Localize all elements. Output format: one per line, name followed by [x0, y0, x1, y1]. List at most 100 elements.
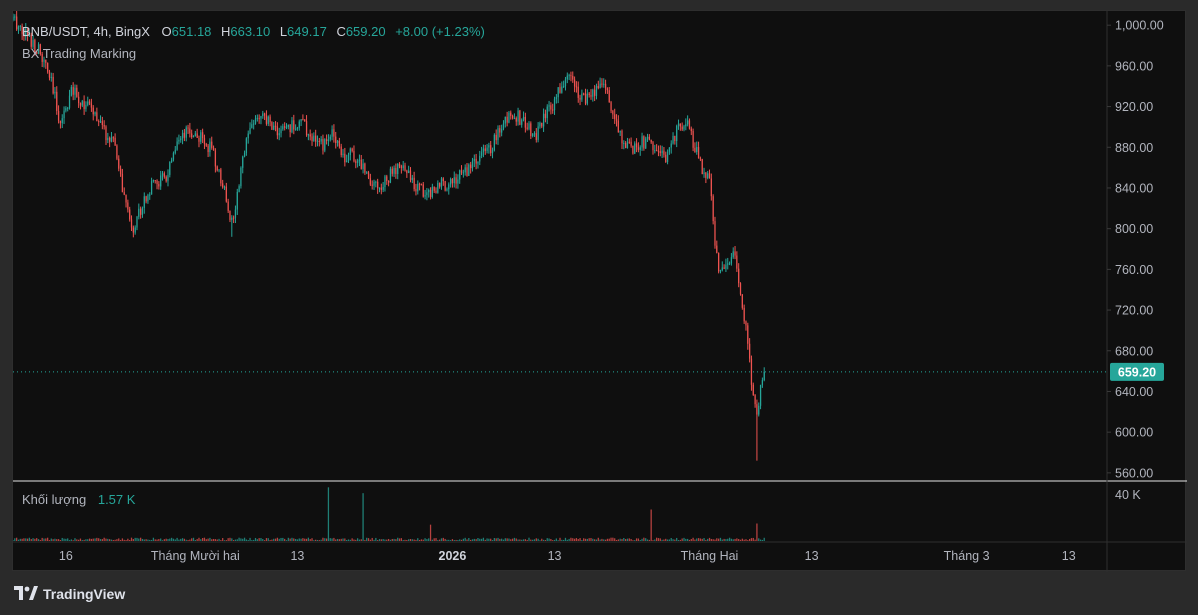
- candle-body: [191, 133, 193, 138]
- volume-bar: [418, 539, 421, 541]
- candle-body: [508, 112, 510, 123]
- candle-body: [178, 139, 180, 142]
- volume-bar: [727, 538, 729, 541]
- candle-body: [353, 151, 355, 162]
- volume-bar: [488, 538, 490, 541]
- volume-bar: [56, 539, 58, 541]
- candle-body: [278, 133, 280, 136]
- candle-body: [138, 208, 140, 217]
- candle-body: [231, 217, 233, 220]
- volume-legend[interactable]: Khối lượng 1.57 K: [22, 492, 135, 507]
- indicator-label[interactable]: BX Trading Marking: [22, 46, 137, 61]
- candle-body: [723, 267, 725, 269]
- candle-body: [719, 270, 722, 272]
- candle-body: [532, 133, 534, 137]
- volume-bar: [238, 537, 240, 541]
- candle-body: [439, 182, 441, 187]
- volume-bar: [378, 539, 381, 541]
- candle-body: [50, 76, 52, 78]
- candle-body: [670, 143, 672, 148]
- candle-body: [285, 127, 288, 129]
- time-axis[interactable]: 16 Tháng Mười hai 13 2026 13 Tháng Hai 13 Tháng…: [59, 549, 1076, 563]
- price-tick-label: 560.00: [1115, 466, 1153, 480]
- close-value: 659.20: [345, 24, 386, 39]
- volume-bar: [284, 538, 286, 541]
- volume-bar: [59, 540, 62, 541]
- price-tick-label: 760.00: [1115, 263, 1153, 277]
- candle-body: [134, 227, 136, 233]
- candle-body: [475, 158, 477, 164]
- symbol-legend: BNB/USDT, 4h, BingX O651.18 H663.10 L649…: [22, 24, 485, 39]
- volume-bar: [462, 538, 465, 541]
- volume-bar: [688, 539, 691, 541]
- candle-body: [293, 120, 295, 130]
- volume-bar: [110, 539, 113, 541]
- volume-bar: [101, 539, 103, 541]
- candle-body: [646, 136, 649, 139]
- volume-bar: [477, 537, 479, 541]
- candle-body: [367, 172, 370, 179]
- candle-body: [389, 168, 392, 183]
- price-chart[interactable]: 659.20 1,000.00 960.00 920.00 880.00 840.00 8…: [13, 11, 1187, 572]
- volume-bar: [493, 538, 495, 541]
- candle-body: [690, 128, 692, 132]
- price-tick-label: 600.00: [1115, 426, 1153, 440]
- volume-bar: [459, 539, 461, 541]
- candle-body: [189, 128, 191, 134]
- open-label: O: [161, 24, 172, 39]
- volume-bar: [242, 538, 244, 541]
- candle-body: [628, 141, 630, 143]
- volume-bar: [420, 539, 423, 541]
- volume-bar: [25, 538, 27, 541]
- volume-bar: [646, 539, 649, 541]
- volume-bar: [670, 537, 672, 541]
- candle-body: [460, 170, 463, 173]
- volume-bar: [608, 538, 610, 541]
- volume-bar: [320, 539, 322, 541]
- symbol-title[interactable]: BNB/USDT, 4h, BingX: [22, 24, 150, 39]
- footer-brand[interactable]: TradingView: [14, 584, 125, 604]
- candle-body: [471, 161, 474, 169]
- candle-body: [484, 148, 486, 151]
- volume-bar: [712, 539, 714, 541]
- candle-body: [114, 137, 116, 146]
- candle-body: [81, 101, 83, 106]
- candle-body: [685, 124, 687, 127]
- candle-body: [85, 104, 87, 109]
- candle-body: [271, 122, 273, 130]
- volume-bar: [174, 539, 176, 541]
- candle-body: [324, 139, 326, 151]
- price-axis[interactable]: 1,000.00 960.00 920.00 880.00 840.00 800.00 76…: [1107, 19, 1164, 502]
- candle-body: [506, 116, 508, 123]
- candle-body: [70, 87, 72, 96]
- candle-body: [220, 169, 222, 184]
- volume-bar: [703, 538, 705, 541]
- volume-bar: [471, 539, 474, 541]
- close-label: C: [336, 24, 346, 39]
- candle-body: [94, 112, 96, 115]
- candle-body: [57, 110, 60, 121]
- candle-body: [688, 120, 691, 129]
- candle-body: [420, 184, 423, 186]
- chart-frame[interactable]: 659.20 1,000.00 960.00 920.00 880.00 840.00 8…: [12, 10, 1187, 572]
- volume-bar: [595, 539, 598, 541]
- volume-bar: [356, 538, 359, 541]
- candle-body: [455, 177, 457, 184]
- volume-bar: [708, 537, 711, 541]
- candle-body: [154, 180, 156, 182]
- volume-bar: [231, 538, 233, 541]
- volume-bar: [672, 539, 674, 541]
- volume-bar: [23, 538, 25, 541]
- candle-body: [260, 116, 262, 119]
- volume-bar: [107, 538, 109, 541]
- candle-body: [167, 174, 169, 182]
- volume-bar: [705, 539, 707, 541]
- tradingview-logo-icon: [14, 585, 38, 603]
- candle-body: [741, 294, 743, 308]
- volume-bar: [61, 537, 63, 541]
- volume-bar: [143, 539, 145, 541]
- candle-body: [380, 187, 382, 190]
- volume-bar: [302, 538, 304, 541]
- last-price-tag[interactable]: [1110, 362, 1164, 381]
- volume-bar: [78, 539, 80, 541]
